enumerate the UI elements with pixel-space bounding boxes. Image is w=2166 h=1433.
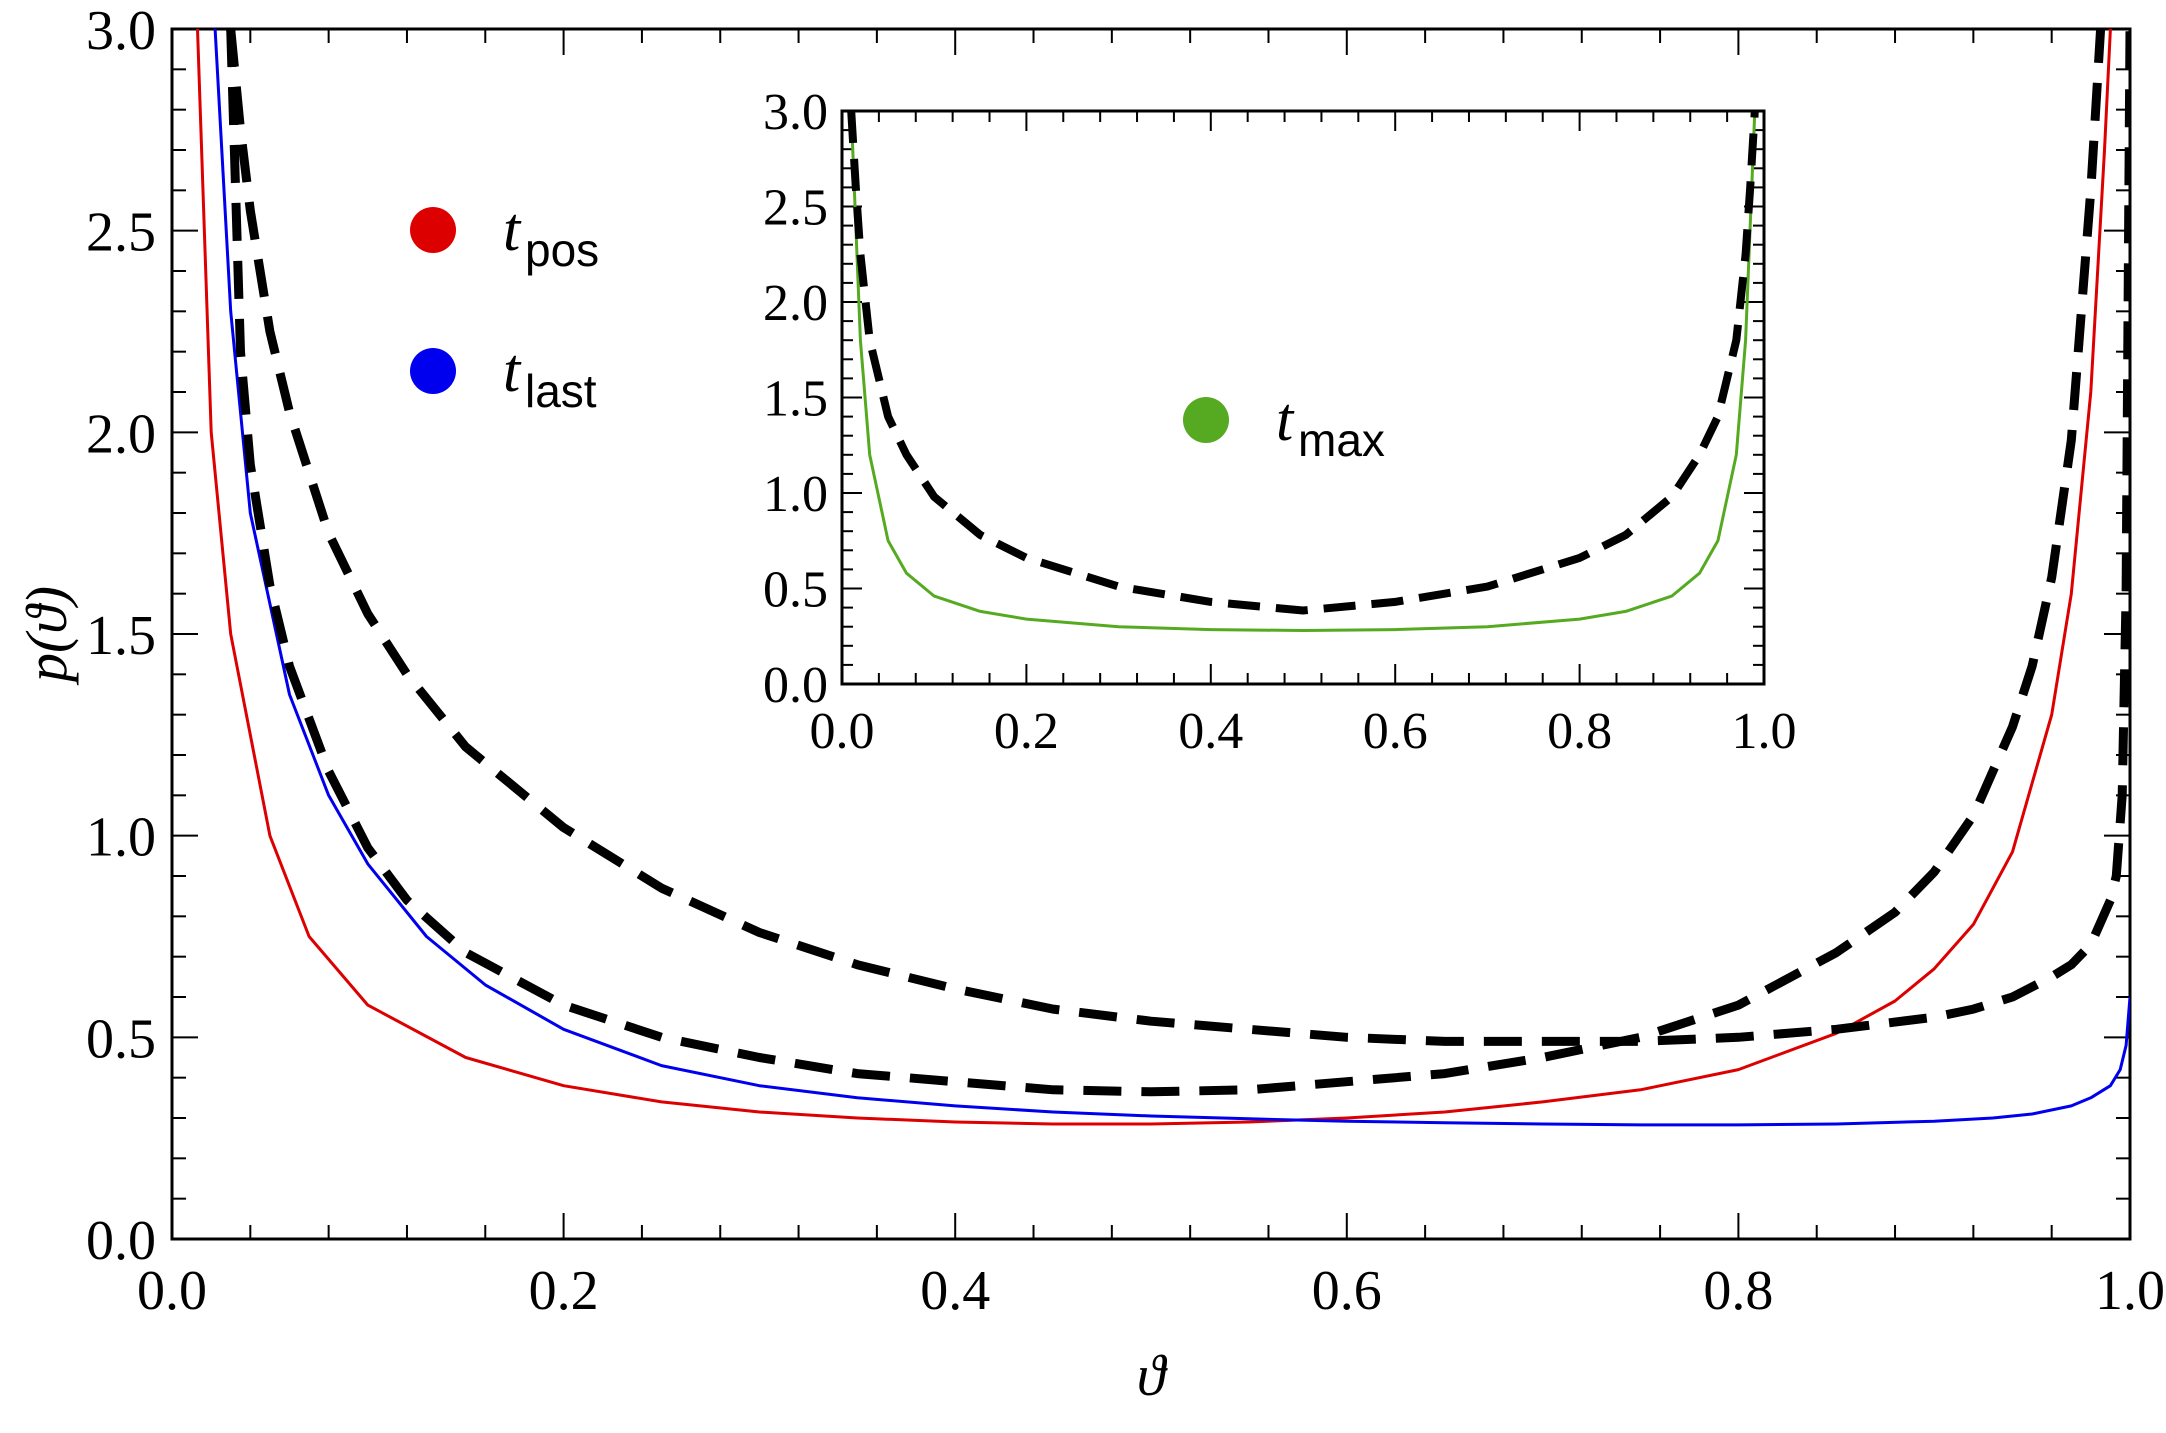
main-xtick-label: 0.4 (920, 1260, 990, 1322)
legend-item-t-pos-marker (410, 207, 456, 253)
inset-ytick-label: 3.0 (763, 84, 828, 141)
main-xtick-label: 0.0 (137, 1260, 207, 1322)
legend-item-t-pos-symbol: t (503, 196, 522, 264)
main-xtick-label: 0.8 (1703, 1260, 1773, 1322)
inset-legend: t max (1183, 386, 1385, 466)
main-xtick-label: 1.0 (2095, 1260, 2165, 1322)
legend-item-t-max: t max (1183, 386, 1385, 466)
legend-item-t-last: t last (410, 337, 597, 417)
inset-xtick-label: 0.0 (810, 703, 875, 760)
inset-series (847, 111, 1759, 632)
legend-item-t-pos-subscript: pos (525, 224, 599, 276)
series-t-last (213, 29, 2130, 1127)
main-ytick-label: 3.0 (86, 0, 156, 62)
inset-plot: 0.0 0.2 0.4 0.6 0.8 1.0 0.0 0.5 1.0 1.5 2.0 2.5 3.0 t… (763, 84, 1797, 760)
y-axis-title: p(ϑ) (14, 586, 79, 686)
main-series (196, 29, 2130, 1127)
main-ytick-label: 2.5 (86, 202, 156, 264)
inset-xtick-label: 0.4 (1178, 703, 1243, 760)
inset-ytick-label: 0.0 (763, 657, 828, 714)
inset-xtick-label: 0.8 (1547, 703, 1612, 760)
legend-item-t-last-symbol: t (503, 337, 522, 405)
legend-item-t-pos: t pos (410, 196, 599, 276)
inset-frame (840, 109, 1766, 686)
inset-xtick-label: 1.0 (1732, 703, 1797, 760)
x-axis-title: ϑ (1137, 1343, 1169, 1408)
series-theory-pos (226, 29, 2106, 1097)
main-ticks (171, 28, 2131, 1240)
inset-ytick-label: 2.5 (763, 180, 828, 237)
inset-ticks (841, 110, 1765, 685)
legend-item-t-last-subscript: last (525, 365, 597, 417)
legend-item-t-max-symbol: t (1276, 386, 1295, 454)
inset-ytick-label: 0.5 (763, 562, 828, 619)
series-theory-max (847, 111, 1759, 615)
main-xtick-label: 0.2 (529, 1260, 599, 1322)
legend-item-t-max-marker (1183, 397, 1229, 443)
series-theory-last (226, 29, 2130, 1046)
main-ytick-label: 2.0 (86, 403, 156, 465)
inset-xtick-label: 0.6 (1363, 703, 1428, 760)
legend-item-t-max-subscript: max (1298, 414, 1385, 466)
inset-ytick-label: 1.0 (763, 466, 828, 523)
main-ytick-label: 1.5 (86, 605, 156, 667)
main-xtick-label: 0.6 (1312, 1260, 1382, 1322)
main-ytick-label: 1.0 (86, 807, 156, 869)
main-ytick-label: 0.5 (86, 1008, 156, 1070)
legend-item-t-last-marker (410, 348, 456, 394)
inset-xtick-label: 0.2 (994, 703, 1059, 760)
inset-ytick-label: 1.5 (763, 371, 828, 428)
inset-ytick-label: 2.0 (763, 275, 828, 332)
main-ytick-label: 0.0 (86, 1210, 156, 1272)
series-t-max (849, 111, 1757, 632)
